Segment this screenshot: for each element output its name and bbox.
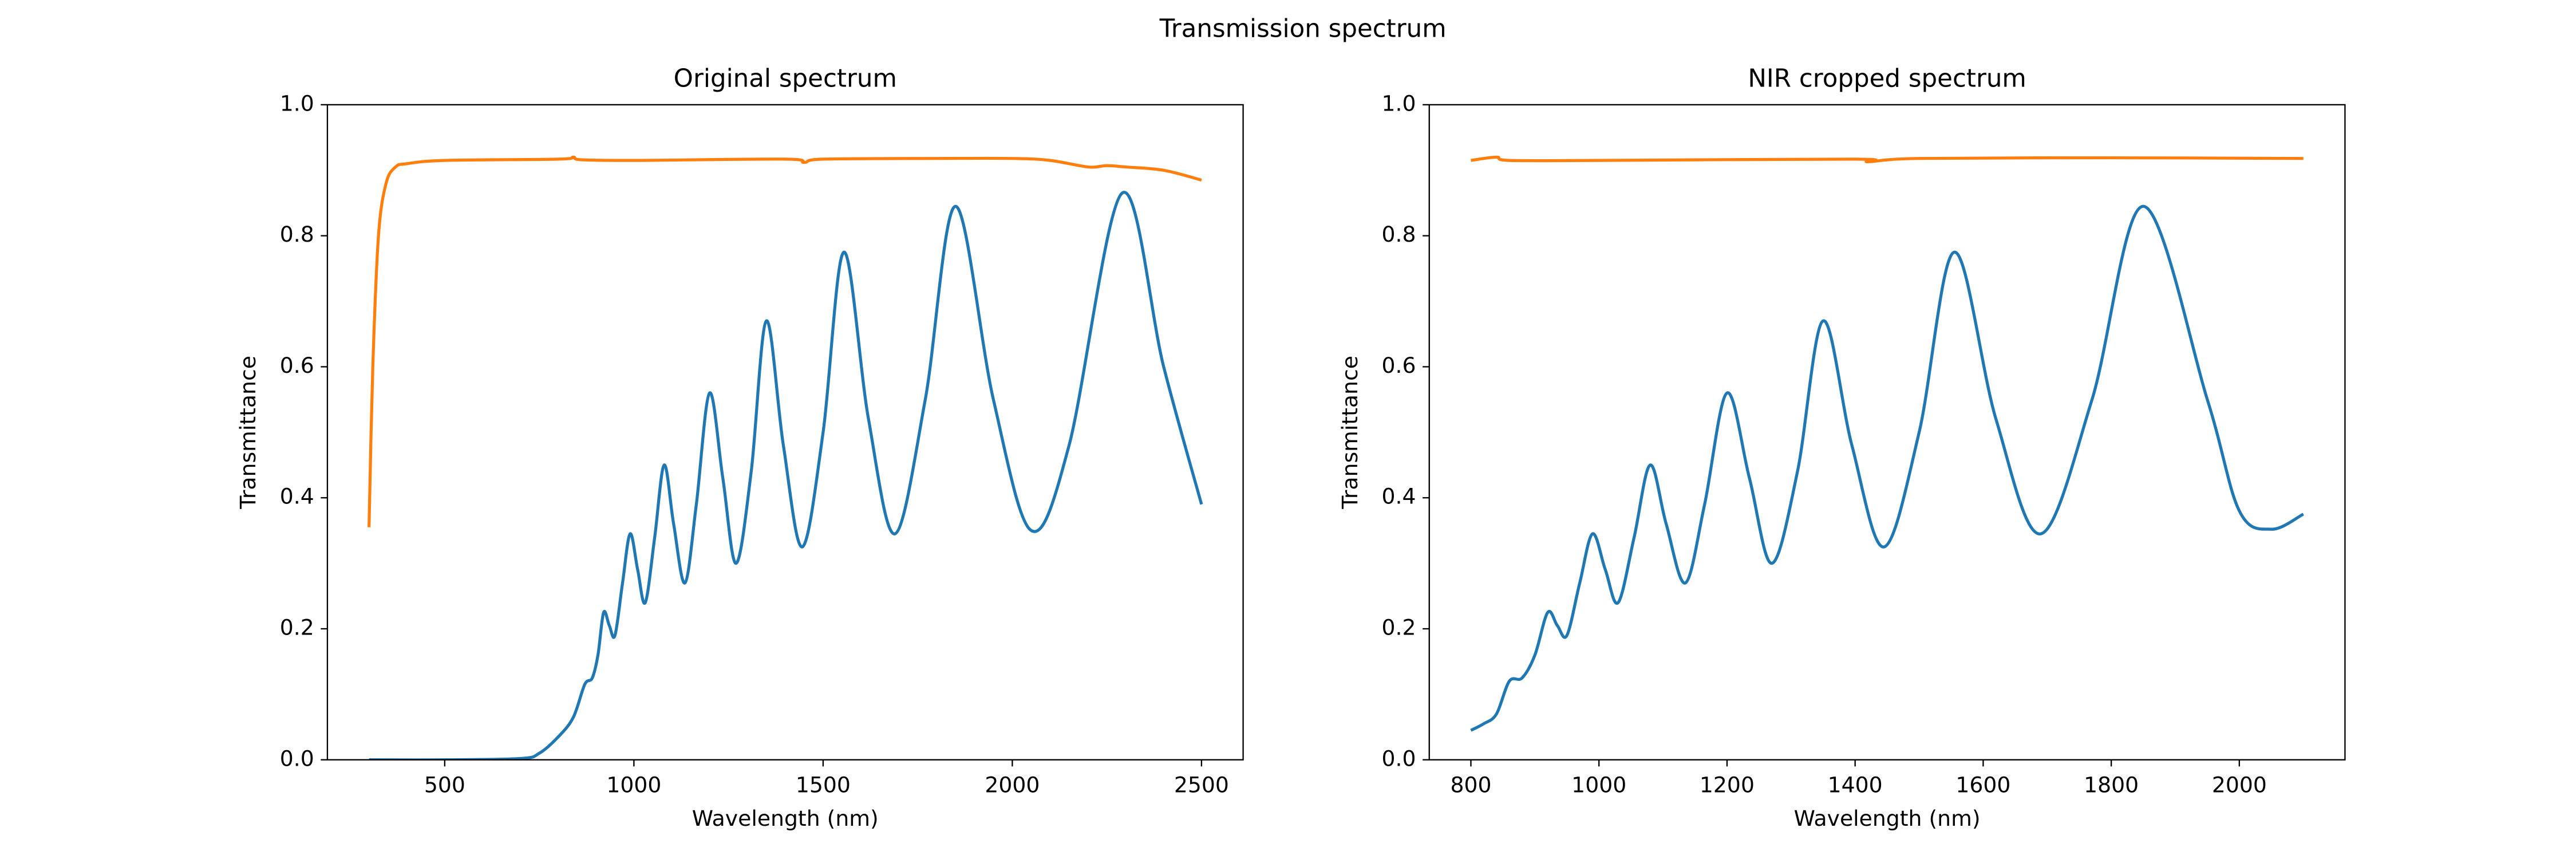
data-line <box>1471 155 2304 164</box>
axes-frame <box>1428 104 2346 761</box>
figure-title: Transmission spectrum <box>1159 14 1447 43</box>
y-tick-label: 1.0 <box>280 90 314 116</box>
y-tick-label: 0.8 <box>1382 222 1416 247</box>
axes-frame <box>326 104 1244 761</box>
data-line <box>1470 204 2304 732</box>
chart-title: Original spectrum <box>674 64 897 93</box>
x-tick-label: 1600 <box>1955 773 2010 798</box>
x-axis-label: Wavelength (nm) <box>692 806 879 831</box>
y-tick-label: 0.2 <box>1382 614 1416 640</box>
y-tick-label: 0.6 <box>1382 353 1416 378</box>
x-tick-label: 2000 <box>985 773 1040 798</box>
y-tick-label: 0.0 <box>1382 746 1416 771</box>
y-tick-label: 0.6 <box>280 353 314 378</box>
y-tick-label: 0.8 <box>280 222 314 247</box>
y-axis-label: Transmittance <box>1337 356 1362 510</box>
x-tick-label: 2000 <box>2212 773 2267 798</box>
x-tick-label: 1500 <box>796 773 851 798</box>
data-line <box>369 191 1203 760</box>
x-tick-label: 1000 <box>606 773 661 798</box>
y-tick-label: 0.4 <box>280 484 314 509</box>
x-tick-label: 1000 <box>1571 773 1626 798</box>
chart-title: NIR cropped spectrum <box>1748 64 2026 93</box>
x-tick-label: 500 <box>424 773 465 798</box>
x-tick-label: 1400 <box>1828 773 1883 798</box>
x-tick-label: 1200 <box>1700 773 1755 798</box>
y-tick-label: 1.0 <box>1382 90 1416 116</box>
x-tick-label: 1800 <box>2084 773 2139 798</box>
x-axis-label: Wavelength (nm) <box>1794 806 1981 831</box>
data-line <box>368 155 1202 527</box>
x-tick-label: 800 <box>1450 773 1491 798</box>
y-axis-label: Transmittance <box>235 356 260 510</box>
y-tick-label: 0.4 <box>1382 484 1416 509</box>
x-tick-label: 2500 <box>1174 773 1229 798</box>
y-tick-label: 0.0 <box>280 746 314 771</box>
y-tick-label: 0.2 <box>280 614 314 640</box>
